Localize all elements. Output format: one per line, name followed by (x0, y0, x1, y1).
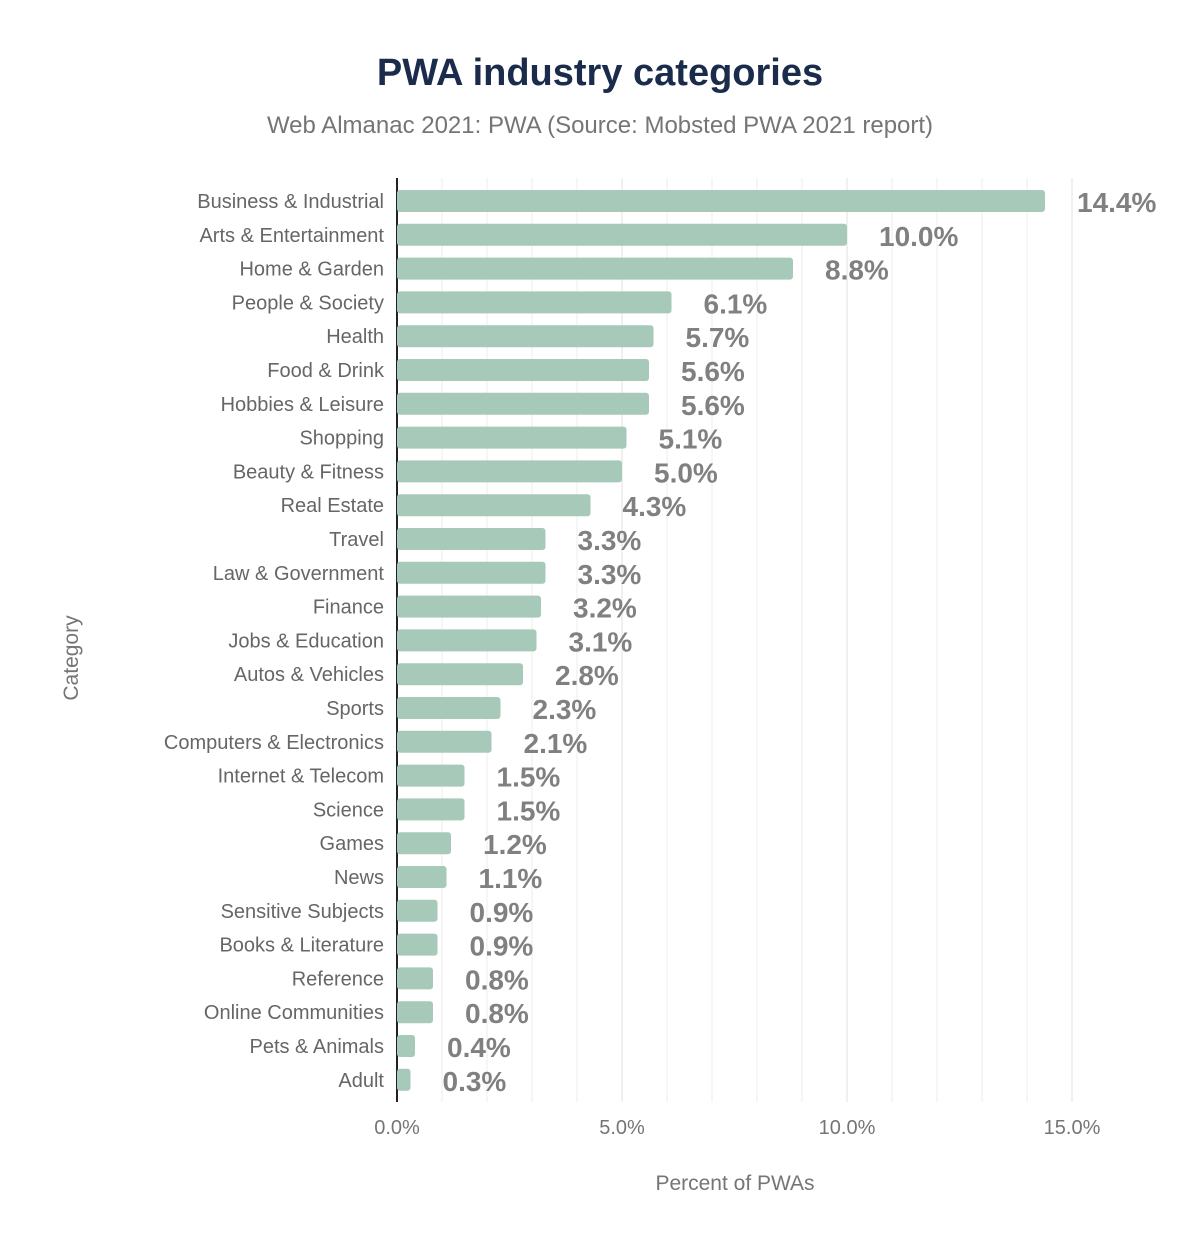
bar (397, 730, 492, 753)
value-label: 3.3% (578, 559, 642, 590)
bar (397, 1001, 433, 1024)
value-label: 2.3% (533, 694, 597, 725)
value-label: 3.3% (578, 525, 642, 556)
value-label: 8.8% (825, 255, 889, 286)
value-label: 5.6% (681, 390, 745, 421)
bar (397, 866, 447, 888)
value-label: 1.1% (479, 863, 543, 894)
category-label: Travel (329, 529, 384, 551)
category-label: Health (326, 326, 384, 348)
category-label: Sensitive Subjects (221, 901, 384, 923)
x-tick-label: 15.0% (1044, 1117, 1101, 1139)
y-axis-label: Category (60, 615, 83, 701)
category-label: Jobs & Education (228, 630, 384, 652)
category-label: People & Society (232, 292, 384, 314)
value-label: 2.1% (524, 728, 588, 759)
value-label: 5.6% (681, 356, 745, 387)
value-label: 2.8% (555, 660, 619, 691)
value-label: 10.0% (879, 221, 958, 252)
bar (397, 663, 523, 686)
category-label: Online Communities (204, 1002, 384, 1024)
category-label: Hobbies & Leisure (221, 394, 384, 416)
bar (397, 561, 546, 584)
category-label: Home & Garden (239, 259, 384, 281)
category-label: Sports (326, 698, 384, 720)
value-label: 1.5% (497, 795, 561, 826)
bar (397, 798, 465, 821)
bar (397, 291, 672, 314)
value-label: 0.4% (447, 1032, 511, 1063)
value-label: 0.9% (470, 931, 534, 962)
category-label: Pets & Animals (249, 1036, 384, 1058)
category-label: Arts & Entertainment (199, 225, 384, 247)
value-label: 0.9% (470, 897, 534, 928)
bar (397, 967, 433, 990)
category-label: Internet & Telecom (218, 766, 384, 788)
x-tick-label: 10.0% (819, 1117, 876, 1139)
x-tick-label: 5.0% (599, 1117, 645, 1139)
value-label: 0.8% (465, 998, 529, 1029)
value-label: 3.2% (573, 593, 637, 624)
bar (397, 933, 438, 956)
bar (397, 494, 591, 517)
value-label: 5.0% (654, 457, 718, 488)
category-label: Reference (292, 968, 384, 990)
category-label: Computers & Electronics (164, 732, 384, 754)
bar (397, 359, 649, 381)
bar (397, 1068, 411, 1091)
bar (397, 528, 546, 550)
chart-title: PWA industry categories (376, 52, 824, 94)
value-label: 3.1% (569, 626, 633, 657)
category-label: Autos & Vehicles (234, 664, 384, 686)
category-label: Real Estate (281, 495, 384, 517)
bar (397, 392, 649, 415)
category-label: News (334, 867, 384, 889)
bar (397, 190, 1045, 212)
bar (397, 595, 541, 618)
bar (397, 223, 847, 246)
bar (397, 325, 654, 348)
category-label: Books & Literature (219, 935, 384, 957)
bar (397, 257, 793, 280)
value-label: 0.8% (465, 964, 529, 995)
category-label: Beauty & Fitness (233, 461, 384, 483)
bar (397, 899, 438, 922)
category-label: Finance (313, 597, 384, 619)
bar (397, 629, 537, 652)
x-tick-label: 0.0% (374, 1117, 420, 1139)
category-label: Food & Drink (267, 360, 385, 382)
bar (397, 426, 627, 449)
bar (397, 832, 451, 855)
value-label: 6.1% (704, 288, 768, 319)
value-label: 4.3% (623, 491, 687, 522)
chart-subtitle: Web Almanac 2021: PWA (Source: Mobsted P… (266, 112, 934, 139)
value-label: 5.1% (659, 424, 723, 455)
x-axis-label: Percent of PWAs (655, 1172, 814, 1195)
category-label: Business & Industrial (197, 191, 384, 213)
value-label: 1.5% (497, 762, 561, 793)
value-label: 0.3% (443, 1066, 507, 1097)
value-label: 1.2% (483, 829, 547, 860)
bar (397, 1035, 415, 1057)
bar (397, 460, 622, 483)
bar (397, 764, 465, 787)
category-label: Law & Government (213, 563, 385, 585)
value-label: 5.7% (686, 322, 750, 353)
category-label: Games (320, 833, 384, 855)
category-label: Adult (338, 1070, 384, 1092)
bar (397, 697, 501, 719)
category-label: Science (313, 799, 384, 821)
value-label: 14.4% (1077, 187, 1156, 218)
category-label: Shopping (299, 428, 384, 450)
